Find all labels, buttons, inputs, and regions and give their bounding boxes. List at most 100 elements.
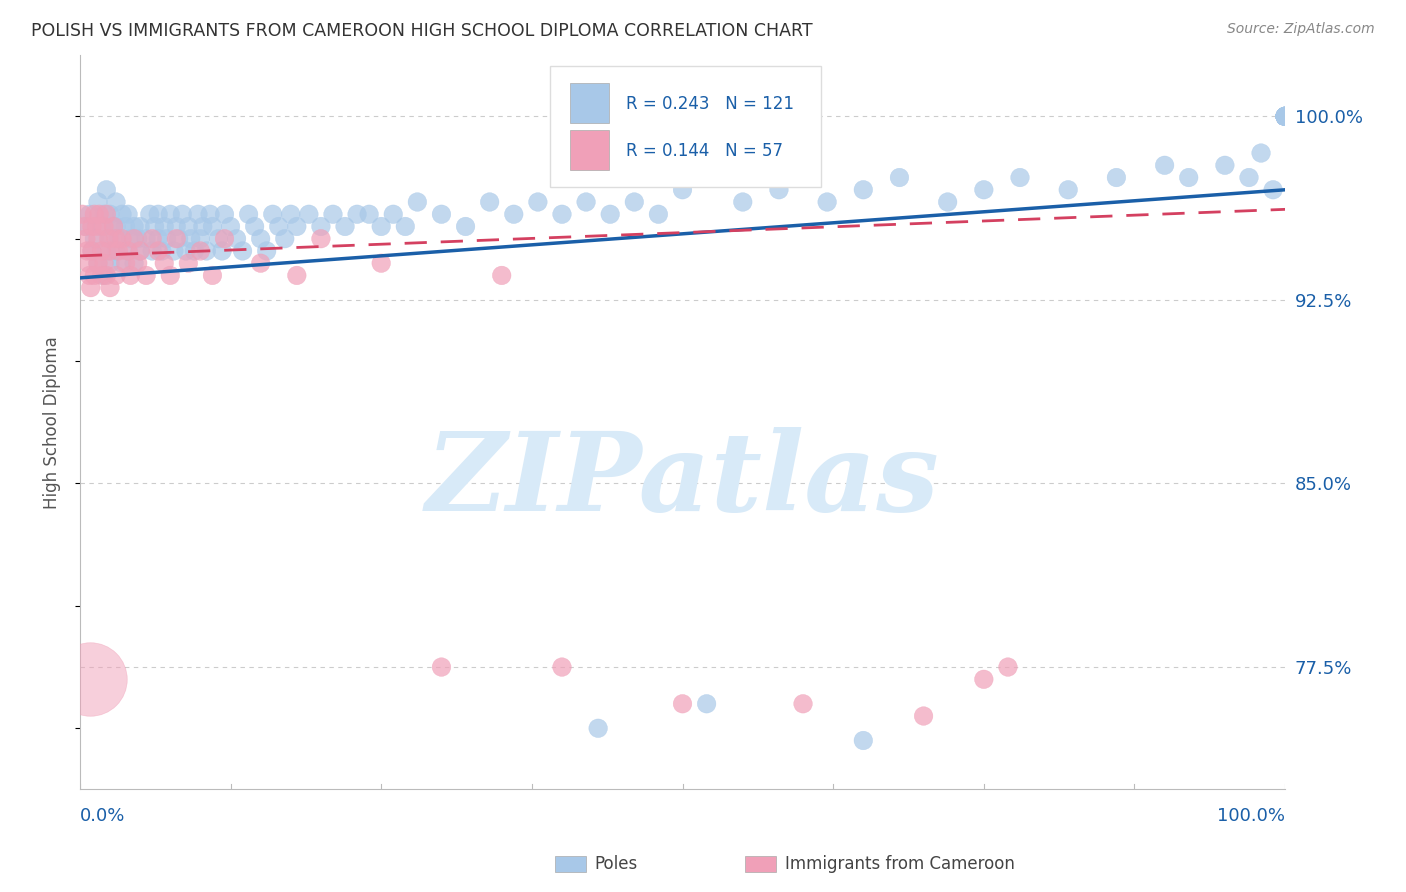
Point	[936, 194, 959, 209]
Point	[75, 232, 97, 246]
Point	[93, 256, 115, 270]
Point	[280, 207, 302, 221]
Point	[1213, 158, 1236, 172]
Point	[346, 207, 368, 221]
Point	[103, 219, 125, 234]
Point	[1057, 183, 1080, 197]
Point	[1177, 170, 1199, 185]
Point	[73, 219, 96, 234]
Point	[90, 268, 112, 283]
Point	[93, 268, 115, 283]
Point	[75, 219, 97, 234]
Point	[114, 219, 136, 234]
Point	[249, 232, 271, 246]
Point	[1237, 170, 1260, 185]
Point	[647, 207, 669, 221]
Point	[79, 268, 101, 283]
Point	[83, 268, 105, 283]
Point	[1274, 109, 1296, 123]
Point	[97, 232, 120, 246]
Point	[406, 194, 429, 209]
Point	[1261, 183, 1284, 197]
Point	[191, 219, 214, 234]
Point	[1274, 109, 1296, 123]
Point	[478, 194, 501, 209]
Point	[551, 207, 574, 221]
Point	[120, 232, 142, 246]
Point	[107, 232, 129, 246]
Point	[997, 660, 1019, 674]
Point	[98, 281, 121, 295]
Point	[1274, 109, 1296, 123]
Point	[150, 244, 173, 258]
Point	[183, 244, 205, 258]
Point	[527, 194, 550, 209]
Point	[98, 256, 121, 270]
Point	[232, 244, 254, 258]
Point	[219, 219, 242, 234]
Point	[105, 244, 128, 258]
Point	[190, 232, 212, 246]
Point	[211, 244, 233, 258]
Point	[768, 183, 790, 197]
FancyBboxPatch shape	[571, 130, 609, 170]
Point	[792, 697, 814, 711]
Point	[76, 244, 98, 258]
Point	[89, 207, 111, 221]
Point	[225, 232, 247, 246]
Point	[122, 232, 145, 246]
Point	[77, 256, 100, 270]
Text: Poles: Poles	[595, 855, 638, 873]
Point	[177, 219, 200, 234]
Point	[180, 232, 202, 246]
Point	[1250, 146, 1272, 161]
Point	[285, 219, 308, 234]
Point	[1274, 109, 1296, 123]
Point	[1153, 158, 1175, 172]
Point	[122, 219, 145, 234]
Point	[599, 207, 621, 221]
Point	[201, 219, 224, 234]
Point	[214, 232, 236, 246]
Point	[309, 232, 332, 246]
Point	[111, 207, 134, 221]
Point	[1274, 109, 1296, 123]
Point	[86, 219, 108, 234]
Point	[1274, 109, 1296, 123]
Point	[382, 207, 405, 221]
Point	[973, 673, 995, 687]
Point	[430, 660, 453, 674]
Point	[333, 219, 356, 234]
Point	[153, 219, 176, 234]
Point	[1274, 109, 1296, 123]
Point	[143, 219, 166, 234]
Point	[135, 268, 157, 283]
Point	[163, 244, 186, 258]
Point	[249, 256, 271, 270]
Point	[83, 207, 105, 221]
Point	[502, 207, 524, 221]
Point	[551, 660, 574, 674]
Point	[889, 170, 911, 185]
Point	[165, 232, 187, 246]
Point	[195, 244, 218, 258]
Point	[167, 232, 190, 246]
Point	[122, 256, 145, 270]
Point	[359, 207, 381, 221]
Point	[93, 219, 115, 234]
Text: ZIPatlas: ZIPatlas	[426, 427, 939, 535]
Point	[298, 207, 321, 221]
Point	[127, 256, 149, 270]
Point	[852, 733, 875, 747]
Point	[103, 219, 125, 234]
Point	[586, 721, 609, 735]
Point	[83, 232, 105, 246]
Point	[114, 256, 136, 270]
Point	[80, 281, 103, 295]
Point	[96, 207, 118, 221]
Point	[156, 232, 179, 246]
Point	[322, 207, 344, 221]
Y-axis label: High School Diploma: High School Diploma	[44, 336, 60, 508]
Point	[671, 183, 693, 197]
Point	[87, 256, 110, 270]
